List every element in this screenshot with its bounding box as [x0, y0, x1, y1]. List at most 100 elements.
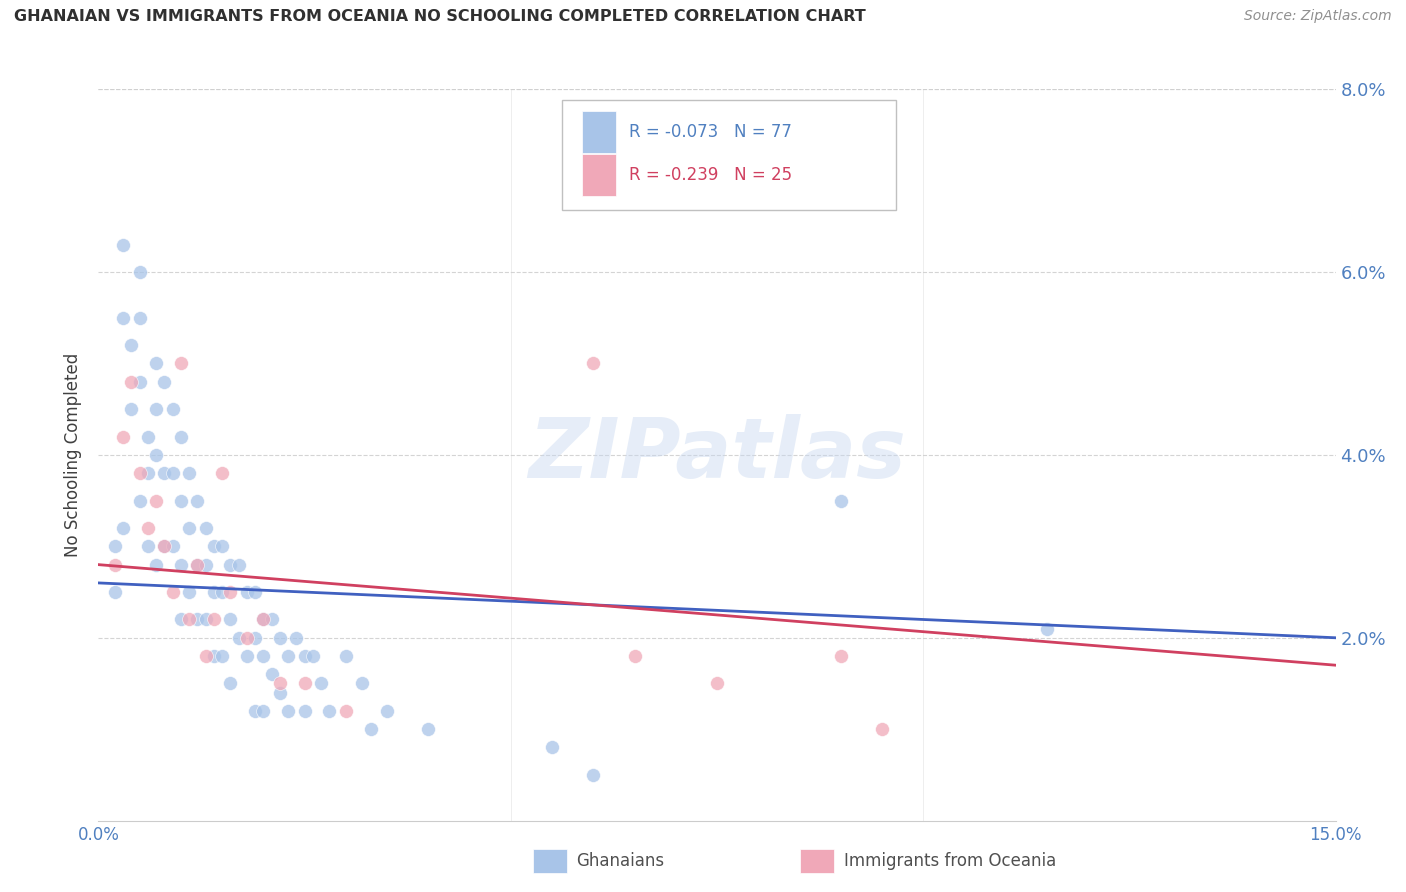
Point [104, 558, 127, 572]
Point [211, 649, 233, 664]
Point [228, 631, 250, 645]
Point [418, 723, 440, 737]
Point [202, 585, 225, 599]
Point [186, 558, 208, 572]
Point [309, 676, 332, 690]
Point [375, 704, 398, 718]
Point [136, 539, 159, 553]
FancyBboxPatch shape [562, 100, 897, 210]
Point [219, 676, 242, 690]
FancyBboxPatch shape [582, 112, 616, 153]
Point [112, 310, 135, 325]
Point [162, 585, 184, 599]
Point [145, 448, 167, 462]
Point [243, 631, 266, 645]
Point [194, 521, 217, 535]
Point [104, 585, 127, 599]
Text: R = -0.239   N = 25: R = -0.239 N = 25 [630, 166, 793, 184]
Point [1036, 622, 1059, 636]
Point [128, 265, 150, 279]
Point [145, 356, 167, 371]
Point [582, 768, 605, 782]
Point [260, 613, 283, 627]
Point [202, 613, 225, 627]
Point [202, 649, 225, 664]
Text: GHANAIAN VS IMMIGRANTS FROM OCEANIA NO SCHOOLING COMPLETED CORRELATION CHART: GHANAIAN VS IMMIGRANTS FROM OCEANIA NO S… [14, 9, 866, 24]
Point [318, 704, 340, 718]
Point [194, 558, 217, 572]
Point [136, 466, 159, 480]
Point [277, 704, 299, 718]
Text: Source: ZipAtlas.com: Source: ZipAtlas.com [1244, 9, 1392, 23]
Point [170, 558, 193, 572]
Point [236, 631, 259, 645]
Point [335, 704, 357, 718]
Point [243, 704, 266, 718]
Point [219, 558, 242, 572]
Point [153, 466, 176, 480]
Point [194, 649, 217, 664]
Point [162, 466, 184, 480]
Point [706, 676, 728, 690]
Point [186, 613, 208, 627]
Point [360, 723, 382, 737]
Point [211, 539, 233, 553]
Y-axis label: No Schooling Completed: No Schooling Completed [65, 353, 83, 557]
Point [128, 310, 150, 325]
Point [186, 493, 208, 508]
Point [128, 493, 150, 508]
Text: Ghanaians: Ghanaians [576, 852, 665, 871]
Text: ZIPatlas: ZIPatlas [529, 415, 905, 495]
Point [219, 613, 242, 627]
Point [830, 649, 852, 664]
Text: R = -0.073   N = 77: R = -0.073 N = 77 [630, 123, 792, 141]
Point [294, 704, 316, 718]
Point [170, 493, 193, 508]
Point [269, 685, 291, 699]
Point [112, 429, 135, 443]
Point [252, 613, 274, 627]
Point [194, 613, 217, 627]
Point [162, 402, 184, 417]
Point [179, 521, 201, 535]
Point [211, 466, 233, 480]
Point [228, 558, 250, 572]
Point [260, 667, 283, 681]
Point [236, 649, 259, 664]
Point [277, 649, 299, 664]
Point [352, 676, 374, 690]
Point [623, 649, 645, 664]
Point [335, 649, 357, 664]
Point [252, 649, 274, 664]
Point [170, 429, 193, 443]
Point [269, 676, 291, 690]
Point [136, 429, 159, 443]
Point [104, 539, 127, 553]
Point [170, 613, 193, 627]
Text: Immigrants from Oceania: Immigrants from Oceania [844, 852, 1056, 871]
Point [153, 375, 176, 389]
Point [128, 375, 150, 389]
FancyBboxPatch shape [582, 154, 616, 196]
Point [302, 649, 325, 664]
Point [145, 558, 167, 572]
Point [120, 402, 142, 417]
Point [211, 585, 233, 599]
Point [219, 585, 242, 599]
Point [252, 613, 274, 627]
Point [120, 375, 142, 389]
Point [870, 723, 893, 737]
Point [202, 539, 225, 553]
Point [145, 493, 167, 508]
Point [136, 521, 159, 535]
Point [179, 585, 201, 599]
Point [252, 704, 274, 718]
Point [162, 539, 184, 553]
Point [128, 466, 150, 480]
Point [294, 676, 316, 690]
Point [285, 631, 308, 645]
Point [186, 558, 208, 572]
Point [294, 649, 316, 664]
Point [153, 539, 176, 553]
Point [830, 493, 852, 508]
